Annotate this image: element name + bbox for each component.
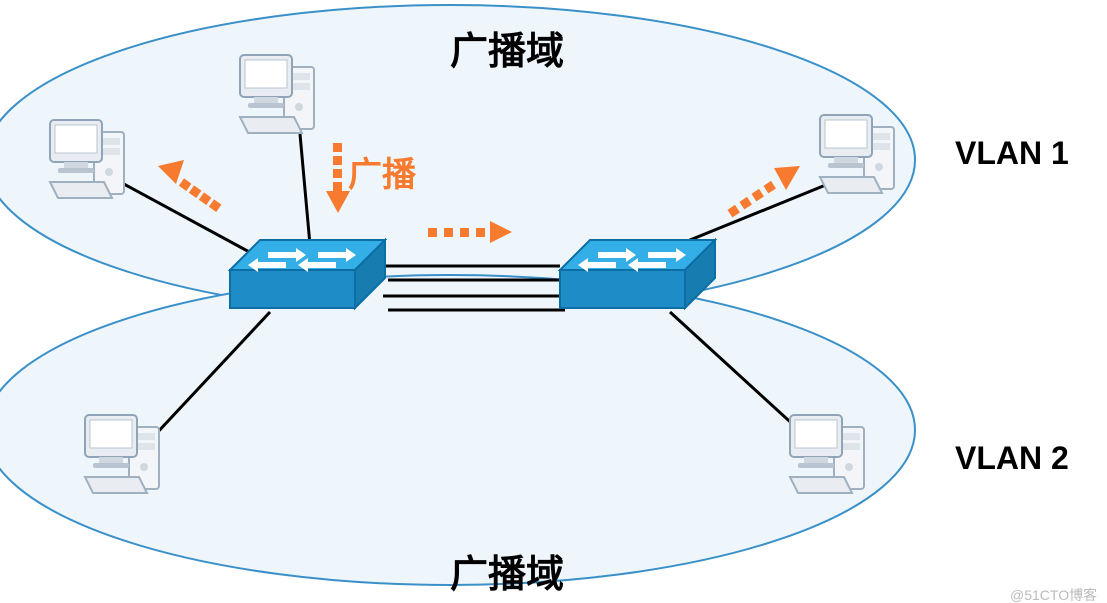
host-icon bbox=[820, 115, 894, 193]
switch-right-icon bbox=[560, 240, 715, 308]
host-icon bbox=[50, 120, 124, 198]
vlan1-label: VLAN 1 bbox=[955, 135, 1069, 172]
vlan2-label: VLAN 2 bbox=[955, 440, 1069, 477]
diagram-svg-layer bbox=[0, 0, 1107, 603]
host-icon bbox=[240, 55, 314, 133]
title-bottom: 广播域 bbox=[450, 543, 564, 598]
broadcast-label: 广播 bbox=[348, 147, 416, 196]
watermark: @51CTO博客 bbox=[1010, 585, 1097, 603]
switch-left-icon bbox=[230, 240, 385, 308]
diagram-canvas: 广播域 广播域 VLAN 1 VLAN 2 广播 @51CTO博客 bbox=[0, 0, 1107, 603]
title-top: 广播域 bbox=[450, 20, 564, 75]
host-icon bbox=[85, 415, 159, 493]
host-icon bbox=[790, 415, 864, 493]
